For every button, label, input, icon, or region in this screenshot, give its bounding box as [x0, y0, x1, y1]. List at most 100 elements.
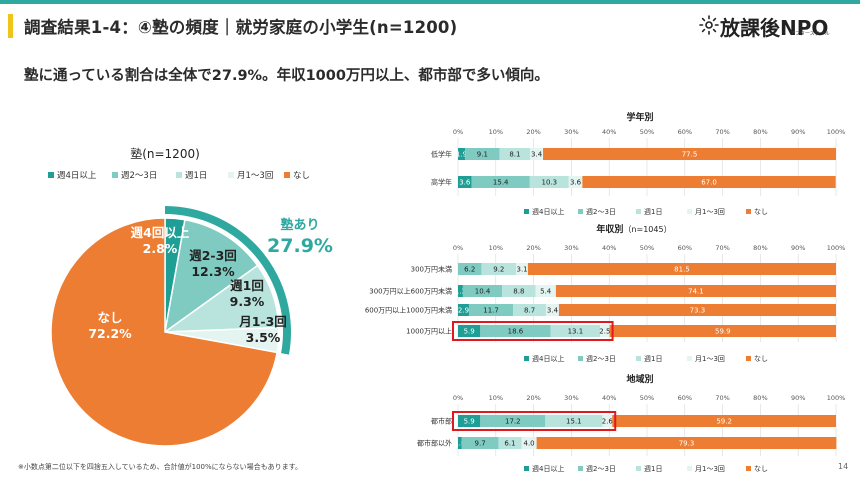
bar-segment-2-0-3: [602, 415, 613, 427]
pie-slices: [50, 217, 280, 447]
data-label-1-3-4: 59.9: [715, 328, 731, 336]
logo-text: 放課後NPO: [720, 16, 829, 40]
bar-legend-label-0-3: 月1～3回: [695, 208, 725, 216]
bar-chart-title-1: 年収別（n=1045）: [596, 223, 671, 235]
bar-legend-label-1-0: 週4日以上: [532, 354, 564, 363]
tick-label-2-5: 50%: [640, 394, 654, 402]
data-label-0-1-4: 67.0: [701, 179, 717, 187]
bar-segment-0-0-1: [465, 148, 500, 160]
data-label-2-0-4: 59.2: [716, 418, 732, 426]
bar-segment-1-3-3: [600, 325, 610, 337]
bar-segment-0-0-4: [543, 148, 836, 160]
bar-segment-1-1-0: [458, 285, 463, 297]
bar-segment-1-1-2: [502, 285, 536, 297]
bar-legend-swatch-0-2: [636, 209, 641, 214]
bar-legend-label-0-2: 週1日: [644, 207, 662, 216]
tick-label-2-9: 90%: [791, 394, 805, 402]
data-label-0-1-1: 15.4: [493, 179, 509, 187]
pie-label-value-0: 2.8%: [143, 241, 178, 256]
bar-segment-1-1-4: [555, 285, 836, 297]
tick-label-2-4: 40%: [602, 394, 616, 402]
bar-segment-0-1-3: [568, 176, 583, 188]
pie-label-value-4: 72.2%: [88, 326, 132, 341]
bar-legend-label-0-4: なし: [754, 208, 768, 216]
tick-label-2-6: 60%: [678, 394, 692, 402]
bar-legend-swatch-1-0: [524, 356, 529, 361]
bar-legend-swatch-0-4: [746, 209, 751, 214]
tick-label-0-9: 90%: [791, 128, 805, 136]
tick-label-0-3: 30%: [564, 128, 578, 136]
bar-legend-label-2-3: 月1～3回: [695, 465, 725, 473]
bar-segment-2-1-3: [521, 437, 537, 449]
bar-segment-2-0-0: [458, 415, 481, 427]
bar-segment-0-1-4: [582, 176, 836, 188]
data-label-1-3-2: 13.1: [568, 328, 584, 336]
tick-label-1-6: 60%: [678, 244, 692, 252]
data-label-0-1-2: 10.3: [541, 179, 557, 187]
bar-legend-label-2-0: 週4日以上: [532, 464, 564, 473]
data-label-1-1-3: 5.4: [540, 288, 552, 296]
data-label-0-0-0: 1.9: [456, 151, 467, 159]
bar-legend-swatch-2-0: [524, 466, 529, 471]
tick-label-2-0: 0%: [453, 394, 463, 402]
bar-legend-label-1-1: 週2～3日: [586, 354, 616, 363]
bar-segment-1-2-4: [558, 304, 836, 316]
bar-legend-swatch-1-4: [746, 356, 751, 361]
data-label-1-1-0: 1.3: [455, 288, 466, 296]
tick-label-0-8: 80%: [753, 128, 767, 136]
tick-label-0-7: 70%: [715, 128, 729, 136]
bar-chart-panel-2: 地域別 0% 10% 20% 30% 40% 50% 60% 70% 80% 90% 100% 都市部 5…: [417, 373, 845, 473]
pie-label-name-2: 週1回: [230, 278, 264, 293]
page-number: 14: [838, 462, 849, 471]
bar-legend-label-1-2: 週1日: [644, 354, 662, 363]
data-label-2-0-0: 5.9: [464, 418, 475, 426]
row-label-0-0: 低学年: [431, 150, 452, 159]
footnote: ※小数点第二位以下を四捨五入しているため、合計値が100%にならない場合もありま…: [18, 463, 302, 471]
pie-slice-4: [50, 217, 279, 447]
tick-label-2-1: 10%: [489, 394, 503, 402]
bar-legend-label-0-1: 週2～3日: [586, 207, 616, 216]
highlight-box-1-3: [452, 321, 614, 341]
row-label-2-1: 都市部以外: [417, 439, 452, 448]
pie-legend: 週4日以上 週2～3日 週1日 月1～3回 なし: [48, 171, 310, 181]
bar-segment-1-0-4: [527, 263, 836, 275]
tick-label-1-1: 10%: [489, 244, 503, 252]
bar-legend-swatch-1-1: [578, 356, 583, 361]
bar-segment-1-2-2: [513, 304, 547, 316]
bar-chart-title-0: 学年別: [626, 111, 653, 123]
bar-segment-2-1-2: [498, 437, 522, 449]
pie-label-name-0: 週4回以上: [131, 225, 190, 240]
bar-segment-0-1-1: [471, 176, 530, 188]
tick-label-0-2: 20%: [526, 128, 540, 136]
bar-segment-1-2-1: [468, 304, 514, 316]
tick-label-2-7: 70%: [715, 394, 729, 402]
page-subtitle: 塾に通っている割合は全体で27.9%。年収1000万円以上、都市部で多い傾向。: [24, 68, 549, 84]
data-label-1-1-4: 74.1: [688, 288, 704, 296]
logo-subtext: アフタースクール: [790, 31, 830, 37]
pie-legend-label-3: 月1～3回: [237, 171, 273, 181]
bar-segment-1-0-3: [516, 263, 528, 275]
bar-legend-swatch-2-1: [578, 466, 583, 471]
tick-label-1-3: 30%: [564, 244, 578, 252]
bar-chart-title-2: 地域別: [626, 373, 653, 385]
tick-label-1-4: 40%: [602, 244, 616, 252]
bar-segment-1-0-1: [458, 263, 482, 275]
data-label-0-0-1: 9.1: [477, 151, 488, 159]
tick-label-1-8: 80%: [753, 244, 767, 252]
logo-sun-icon: [699, 15, 719, 35]
data-label-1-2-1: 11.7: [483, 307, 499, 315]
data-label-2-0-3: 2.6: [602, 418, 614, 426]
row-label-2-0: 都市部: [431, 417, 452, 426]
data-label-1-0-2: 9.2: [493, 266, 504, 274]
bar-segment-1-2-0: [458, 304, 469, 316]
data-label-2-1-1: 9.7: [475, 440, 486, 448]
tick-label-2-2: 20%: [526, 394, 540, 402]
pie-legend-swatch-4: [284, 172, 290, 178]
data-label-2-1-3: 4.0: [523, 440, 534, 448]
pie-legend-swatch-3: [228, 172, 234, 178]
data-label-1-2-3: 3.4: [547, 307, 559, 315]
data-label-1-3-1: 18.6: [508, 328, 524, 336]
bar-legend-label-2-2: 週1日: [644, 464, 662, 473]
data-label-1-0-4: 81.5: [674, 266, 690, 274]
bar-segment-2-0-1: [480, 415, 546, 427]
